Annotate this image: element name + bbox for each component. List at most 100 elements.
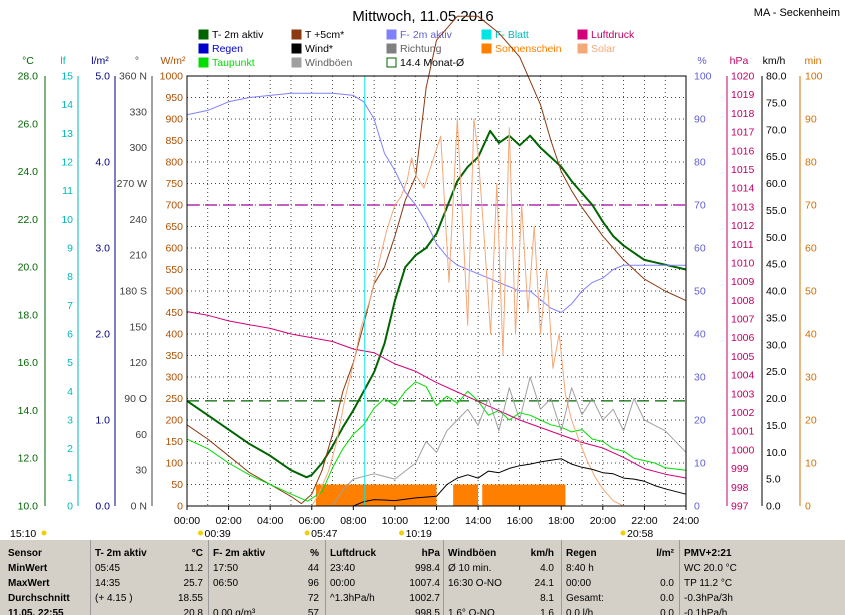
tick-label-solar: 900 <box>165 114 183 126</box>
summary-column: Sensor MinWert MaxWert Durchschnitt 11.05. 2… <box>8 540 88 615</box>
left-time-label: 15:10 <box>10 528 36 540</box>
summary-value: 57 <box>307 608 319 615</box>
summary-value: 4.0 <box>540 563 554 574</box>
legend-swatch <box>481 29 492 40</box>
sun-marker-label: 10:19 <box>406 528 432 540</box>
tick-label-solar: 950 <box>165 92 183 104</box>
summary-label: 06:50 <box>213 578 239 589</box>
tick-label-solar: 0 <box>177 501 183 513</box>
summary-separator <box>208 540 209 615</box>
summary-row: TP 11.2 °C <box>684 576 794 591</box>
tick-label-press: 999 <box>731 463 749 475</box>
tick-label-lf: 6 <box>67 329 73 341</box>
tick-label-min: 100 <box>805 71 823 83</box>
summary-label: F- 2m aktiv <box>213 548 266 559</box>
tick-label-solar: 200 <box>165 415 183 427</box>
tick-label-lf: 5 <box>67 357 73 369</box>
tick-label-temp: 26.0 <box>18 118 39 130</box>
summary-value: 96 <box>307 578 319 589</box>
tick-label-press: 1013 <box>731 201 755 213</box>
series-t-2m-aktiv <box>186 129 687 479</box>
tick-label-dir: 300 <box>129 142 147 154</box>
x-tick-label: 20:00 <box>590 515 616 527</box>
summary-label: TP 11.2 °C <box>684 578 733 589</box>
summary-label: -0.3hPa/3h <box>684 593 733 604</box>
summary-label: 00:00 <box>566 578 592 589</box>
tick-label-solar: 350 <box>165 350 183 362</box>
series-wind- <box>187 458 687 507</box>
tick-label-solar: 150 <box>165 436 183 448</box>
tick-label-press: 1009 <box>731 276 755 288</box>
summary-row: 17:50 44 <box>213 561 319 576</box>
tick-label-speed: 15.0 <box>766 420 787 432</box>
chart-title: Mittwoch, 11.05.2016 <box>352 8 493 25</box>
x-tick-label: 10:00 <box>382 515 408 527</box>
tick-label-speed: 80.0 <box>766 71 787 83</box>
tick-label-temp: 16.0 <box>18 357 39 369</box>
tick-label-temp: 22.0 <box>18 214 39 226</box>
summary-label: MinWert <box>8 563 48 574</box>
summary-row: WC 20.0 °C <box>684 561 794 576</box>
tick-label-hum: 80 <box>694 157 706 169</box>
tick-label-dir: 330 <box>129 106 147 118</box>
x-tick-label: 04:00 <box>257 515 283 527</box>
x-axis-ticks: 00:00 02:00 04:00 06:00 08:00 10:00 12:00 14:00… <box>174 506 699 527</box>
sunshine-bars <box>315 484 566 506</box>
legend-label: Windböen <box>305 57 352 69</box>
tick-label-hum: 40 <box>694 329 706 341</box>
summary-label: MaxWert <box>8 578 50 589</box>
tick-label-press: 1016 <box>731 145 755 157</box>
legend-swatch <box>291 43 302 54</box>
legend-label: Sonnenschein <box>495 43 562 55</box>
tick-label-lf: 0 <box>67 501 73 513</box>
tick-label-lf: 12 <box>61 157 73 169</box>
tick-label-lf: 4 <box>67 386 73 398</box>
summary-value: 1.6 <box>540 608 554 615</box>
summary-value: 998.5 <box>414 608 440 615</box>
tick-label-hum: 10 <box>694 458 706 470</box>
tick-label-dir: 240 <box>129 214 147 226</box>
tick-label-speed: 25.0 <box>766 366 787 378</box>
summary-row: F- 2m aktiv% <box>213 546 319 561</box>
tick-label-rain: 0.0 <box>95 501 110 513</box>
summary-label: 1.6° O-NO <box>448 608 495 615</box>
reference-lines <box>187 204 686 402</box>
tick-label-speed: 70.0 <box>766 124 787 136</box>
summary-value: % <box>310 548 319 559</box>
tick-label-rain: 5.0 <box>95 71 110 83</box>
summary-value: 0.0 <box>660 608 674 615</box>
tick-label-press: 1000 <box>731 444 755 456</box>
tick-label-min: 80 <box>805 157 817 169</box>
summary-row: 0.0 l/h 0.0 <box>566 606 674 615</box>
station-name: MA - Seckenheim <box>754 7 840 19</box>
tick-label-dir: 210 <box>129 250 147 262</box>
tick-label-hum: 70 <box>694 200 706 212</box>
tick-label-solar: 1000 <box>160 71 184 83</box>
tick-label-press: 1019 <box>731 89 755 101</box>
legend-swatch <box>481 43 492 54</box>
legend-label: T +5cm* <box>305 29 344 41</box>
tick-label-hum: 50 <box>694 286 706 298</box>
axis-unit-rain: l/m² <box>91 55 109 67</box>
summary-column: PMV+2:21 WC 20.0 °C TP 11.2 °C -0.3hPa/3h -0… <box>684 540 794 615</box>
summary-row: Regen l/m² <box>566 546 674 561</box>
x-tick-label: 02:00 <box>215 515 241 527</box>
summary-label: PMV+2:21 <box>684 548 732 559</box>
series-taupunkt <box>186 381 687 502</box>
summary-row: 14:35 25.7 <box>95 576 203 591</box>
sun-marker-icon <box>620 530 626 536</box>
tick-label-press: 997 <box>731 501 749 513</box>
summary-separator <box>325 540 326 615</box>
summary-row: 1.6° O-NO 1.6 <box>448 606 554 615</box>
tick-label-dir: 150 <box>129 321 147 333</box>
summary-column: Regen l/m² 8:40 h 00:00 0.0 Gesamt: 0.0 0.0 l/h… <box>566 540 674 615</box>
tick-label-solar: 800 <box>165 157 183 169</box>
tick-label-lf: 1 <box>67 472 73 484</box>
sunshine-bar <box>453 484 479 506</box>
tick-label-lf: 13 <box>61 128 73 140</box>
sun-icon <box>41 530 47 536</box>
summary-row: PMV+2:21 <box>684 546 794 561</box>
summary-value: 72 <box>307 593 319 604</box>
tick-label-solar: 400 <box>165 329 183 341</box>
tick-label-lf: 11 <box>62 185 73 197</box>
